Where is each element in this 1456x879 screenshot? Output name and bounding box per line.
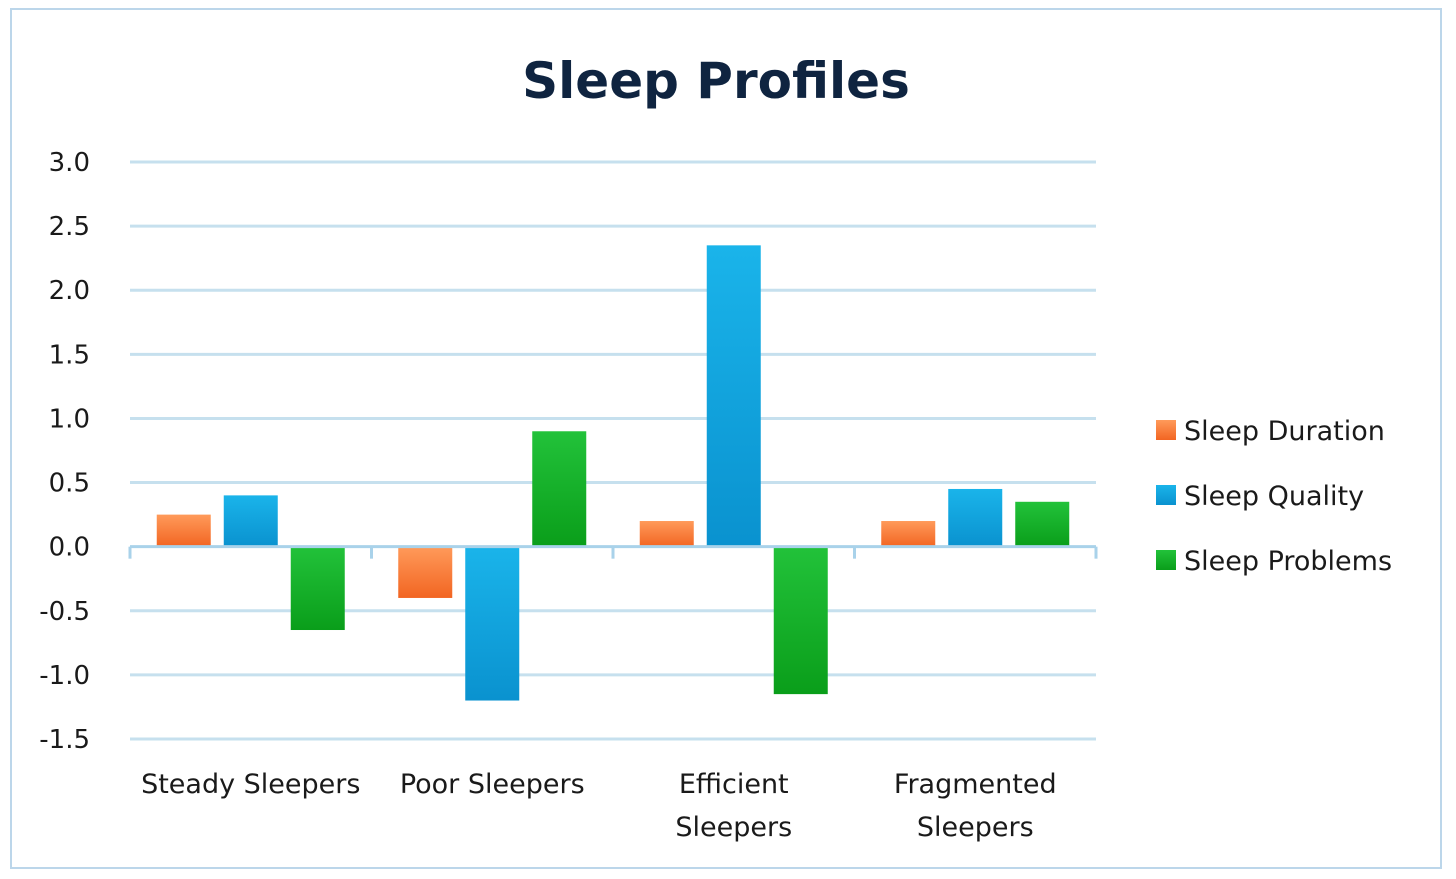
- legend-swatch: [1156, 550, 1176, 570]
- x-category-label: Steady Sleepers: [141, 769, 360, 800]
- legend-label: Sleep Problems: [1184, 546, 1392, 577]
- x-axis-category-labels: Steady Sleepers Poor Sleepers Efficient Sle…: [141, 769, 1057, 843]
- grid-lines: [130, 160, 1096, 741]
- bar-sleep-problems: [290, 546, 345, 631]
- legend: Sleep Duration Sleep Quality Sleep Problem…: [1156, 416, 1392, 577]
- y-tick-label: 3.0: [49, 148, 90, 178]
- y-tick-label: 2.5: [49, 212, 90, 242]
- y-tick-label: 0.5: [49, 469, 90, 499]
- y-tick-label: -1.5: [39, 725, 90, 755]
- legend-label: Sleep Duration: [1184, 416, 1385, 447]
- bar-sleep-problems: [532, 431, 587, 547]
- y-axis-ticks: 3.0 2.5 2.0 1.5 1.0 0.5 0.0 -0.5 -1.0 -1.5: [39, 148, 90, 755]
- bar-sleep-duration: [156, 514, 211, 547]
- bar-sleep-quality: [706, 245, 761, 547]
- bars: [156, 245, 1070, 701]
- x-category-label: Efficient Sleepers: [675, 769, 792, 843]
- bar-sleep-duration: [881, 521, 936, 547]
- bar-sleep-duration: [639, 521, 694, 547]
- x-axis: [128, 545, 1098, 559]
- bar-sleep-quality: [948, 488, 1003, 547]
- legend-swatch: [1156, 485, 1176, 505]
- x-category-label: Poor Sleepers: [400, 769, 585, 800]
- legend-swatch: [1156, 420, 1176, 440]
- bar-sleep-problems: [1015, 501, 1070, 547]
- y-tick-label: 0.0: [49, 533, 90, 563]
- bar-sleep-duration: [398, 546, 453, 598]
- bar-sleep-quality: [465, 546, 520, 701]
- y-tick-label: -1.0: [39, 661, 90, 691]
- bar-sleep-quality: [223, 495, 278, 547]
- y-tick-label: 1.0: [49, 404, 90, 434]
- legend-label: Sleep Quality: [1184, 481, 1364, 512]
- y-tick-label: 1.5: [49, 340, 90, 370]
- y-tick-label: 2.0: [49, 276, 90, 306]
- x-category-label: Fragmented Sleepers: [894, 769, 1057, 843]
- chart-title: Sleep Profiles: [522, 52, 910, 110]
- bar-sleep-problems: [773, 546, 828, 695]
- y-tick-label: -0.5: [39, 597, 90, 627]
